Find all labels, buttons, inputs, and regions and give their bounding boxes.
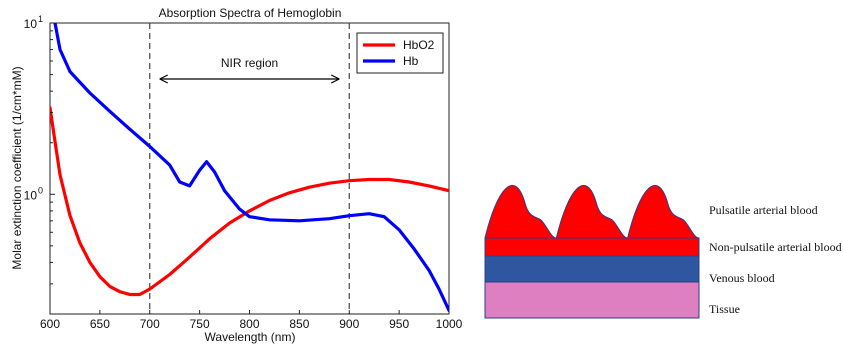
pulsatile-arterial-layer (485, 185, 699, 238)
legend: HbO2 Hb (357, 33, 443, 73)
x-tick-label: 950 (389, 317, 409, 331)
y-tick-label: 10 (24, 188, 38, 202)
x-axis-label: Wavelength (nm) (205, 330, 296, 344)
x-tick-label: 750 (190, 317, 210, 331)
x-tick-label: 700 (140, 317, 160, 331)
non-pulsatile-arterial-layer (485, 238, 699, 256)
x-tick-label: 850 (289, 317, 309, 331)
x-tick-label: 600 (40, 317, 60, 331)
y-tick-label: 10 (24, 17, 38, 31)
x-tick-label: 650 (90, 317, 110, 331)
legend-label: HbO2 (403, 38, 435, 52)
x-tick-label: 1000 (436, 317, 463, 331)
absorption-chart: Absorption Spectra of Hemoglobin NIR reg… (0, 0, 470, 347)
y-tick-exponent: 1 (38, 14, 43, 24)
blood-layers-diagram: Pulsatile arterial blood Non-pulsatile ar… (470, 170, 843, 347)
y-axis-label: Molar extinction coefficient (1/cm*mM) (10, 66, 24, 269)
layer-stack (485, 185, 699, 318)
venous-layer (485, 256, 699, 282)
layer-labels: Pulsatile arterial blood Non-pulsatile ar… (709, 203, 842, 316)
legend-label: Hb (403, 54, 419, 68)
y-tick-exponent: 0 (38, 185, 43, 195)
layer-label: Pulsatile arterial blood (709, 203, 818, 217)
layer-label: Non-pulsatile arterial blood (709, 240, 842, 254)
x-tick-label: 800 (239, 317, 259, 331)
layer-label: Tissue (709, 302, 740, 316)
layer-label: Venous blood (709, 271, 775, 285)
chart-title: Absorption Spectra of Hemoglobin (159, 6, 342, 20)
tissue-layer (485, 282, 699, 318)
nir-region-label: NIR region (221, 56, 278, 70)
x-tick-label: 900 (339, 317, 359, 331)
